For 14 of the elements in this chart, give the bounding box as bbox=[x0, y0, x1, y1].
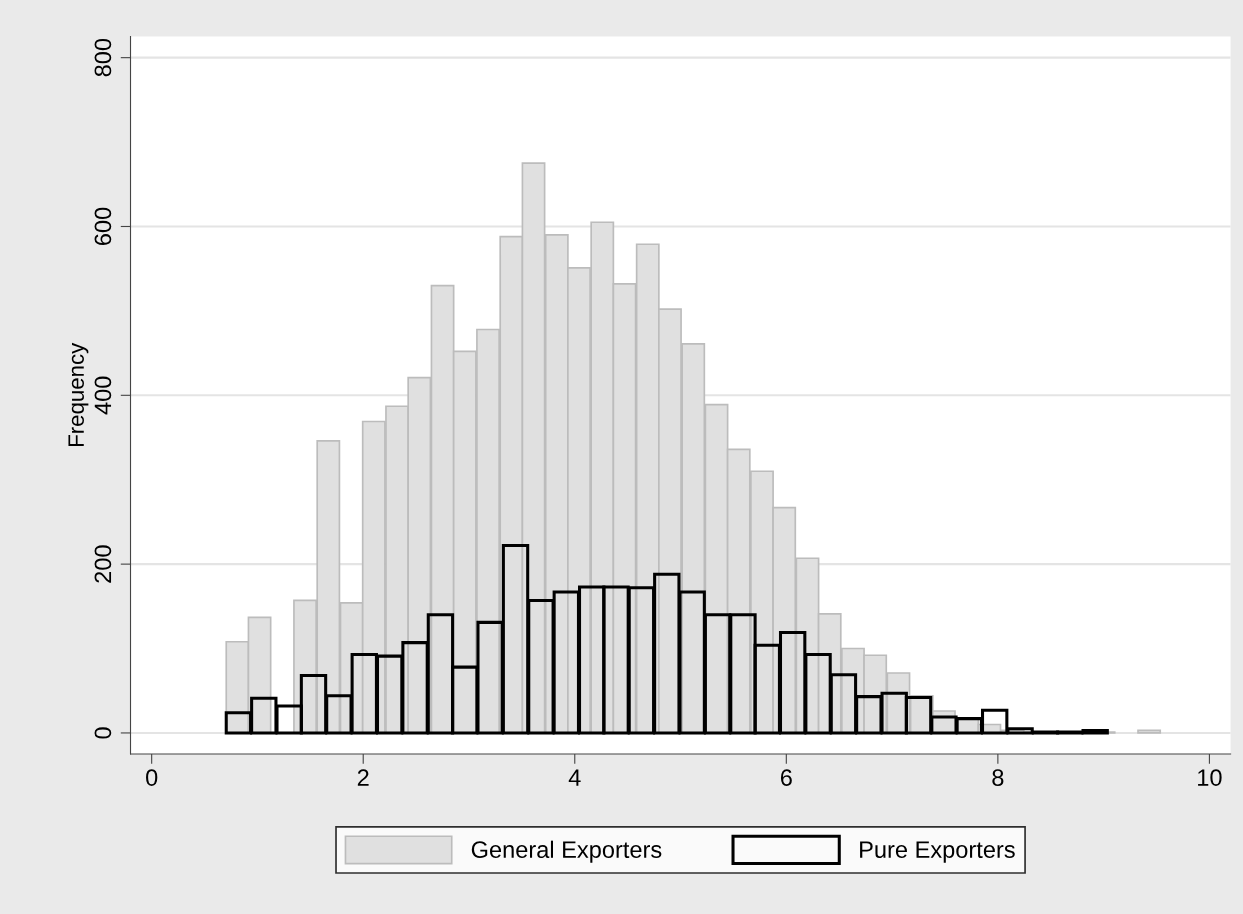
x-tick-label: 6 bbox=[780, 769, 792, 786]
y-tick-label: 600 bbox=[94, 207, 112, 245]
x-tick-label: 2 bbox=[357, 769, 369, 786]
x-tick-label: 8 bbox=[992, 769, 1004, 786]
y-tick-label: 200 bbox=[94, 545, 112, 583]
legend-label: Pure Exporters bbox=[860, 841, 1015, 863]
x-tick-label: 10 bbox=[1198, 769, 1222, 786]
x-tick-label: 4 bbox=[568, 769, 581, 786]
y-tick-label: 0 bbox=[94, 727, 112, 739]
y-tick-label: 400 bbox=[94, 376, 112, 415]
y-axis-title: Frequency bbox=[68, 342, 89, 446]
y-tick-label: 800 bbox=[94, 38, 112, 77]
x-tick-label: 0 bbox=[146, 769, 158, 786]
legend-label: General Exporters bbox=[471, 840, 662, 863]
